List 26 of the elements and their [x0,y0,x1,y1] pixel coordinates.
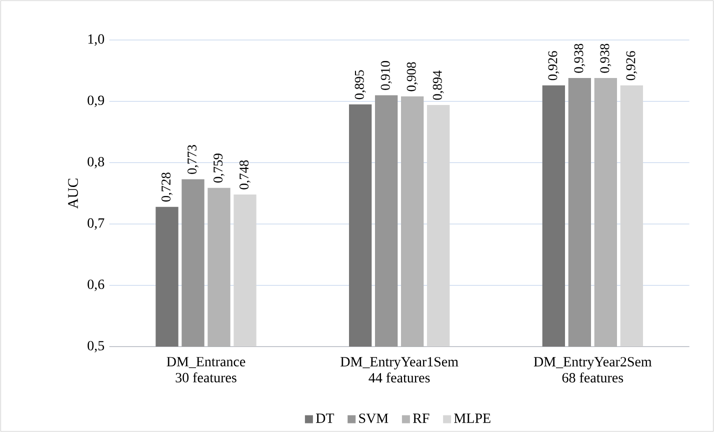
data-label: 0,895 [354,70,366,100]
data-label: 0,910 [380,60,392,90]
data-label: 0,938 [600,44,612,73]
data-label: 0,759 [214,154,224,183]
x-tick-label: DM_Entrance 30 features [166,357,246,382]
y-tick-label: 0,9 [88,96,104,108]
data-label: 0,773 [188,145,198,174]
x-tick-label: DM_EntryYear1Sem 44 features [340,357,458,382]
data-label: 0,908 [406,62,418,92]
data-label: 0,748 [240,160,250,190]
legend-label: SVM [359,414,388,424]
y-tick-label: 0,8 [88,156,104,168]
data-label: 0,894 [432,70,444,100]
y-tick-label: 1,0 [88,34,104,46]
data-label: 0,728 [162,172,172,202]
data-label: 0,938 [574,44,586,73]
legend-label: DT [316,414,334,423]
y-tick-label: 0,6 [88,280,104,292]
y-tick-label: 0,5 [88,340,104,352]
legend-label: RF [413,414,430,423]
y-tick-label: 0,7 [88,218,104,230]
data-label: 0,926 [548,51,560,80]
legend-label: MLPE [454,414,490,423]
x-tick-label: DM_EntryYear2Sem 68 features [534,357,652,382]
y-axis-title: AUC [68,178,78,209]
data-label: 0,926 [626,51,638,80]
